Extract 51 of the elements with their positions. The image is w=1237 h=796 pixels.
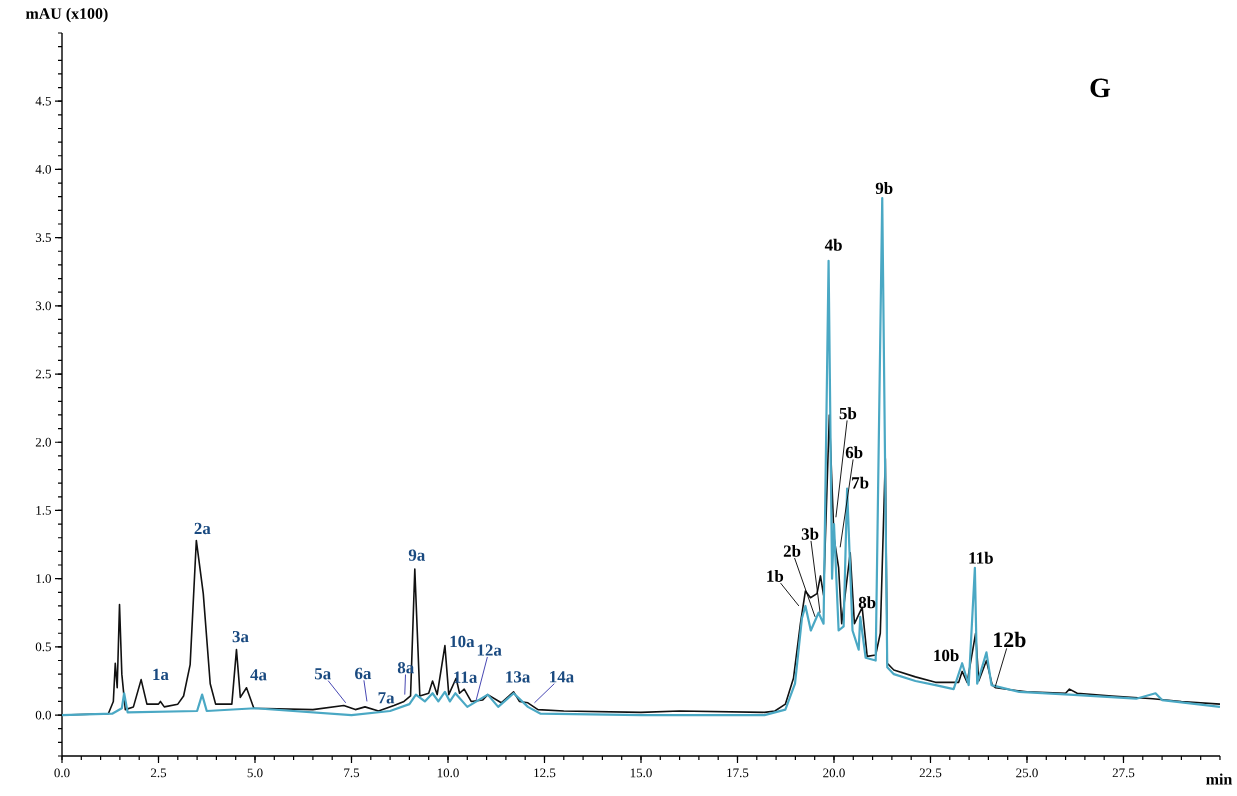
annotation: 6b bbox=[845, 446, 863, 459]
x-tick-label: 7.5 bbox=[344, 768, 360, 778]
annotation: 9b bbox=[875, 182, 893, 195]
annotation: 12a bbox=[477, 644, 502, 656]
x-tick-label: 5.0 bbox=[247, 768, 263, 778]
annotation: 9a bbox=[408, 549, 426, 561]
annotation: 4a bbox=[250, 669, 267, 681]
x-tick-label: 27.5 bbox=[1112, 768, 1135, 778]
annotation: 4b bbox=[824, 238, 842, 251]
annotation: 11b bbox=[969, 551, 993, 564]
x-tick-label: 2.5 bbox=[150, 768, 167, 778]
y-tick-label: 1.0 bbox=[36, 574, 51, 584]
annotation: 1a bbox=[153, 668, 169, 681]
annotation: 1b bbox=[767, 569, 784, 582]
x-tick-label: 12.5 bbox=[534, 768, 556, 778]
annotation: 10b bbox=[934, 649, 959, 662]
annotation: 12b bbox=[994, 631, 1026, 648]
y-tick-label: 0.0 bbox=[35, 710, 51, 720]
annotation: 5b bbox=[839, 407, 857, 420]
y-tick-label: 2.5 bbox=[35, 369, 51, 379]
x-axis-title: min bbox=[1206, 773, 1233, 785]
annotation: 6a bbox=[355, 667, 372, 680]
annotation: 10a bbox=[450, 635, 475, 648]
line-series bbox=[60, 196, 1222, 717]
x-tick-label: 25.0 bbox=[1016, 768, 1038, 778]
y-tick-label: 1.5 bbox=[36, 506, 51, 515]
x-tick-label: 20.0 bbox=[823, 768, 845, 778]
annotation: 7a bbox=[378, 692, 395, 704]
x-tick-label: 22.5 bbox=[919, 768, 942, 778]
annotation: 3a bbox=[232, 630, 249, 643]
annotation: 2b bbox=[783, 544, 801, 557]
annotation: 13a bbox=[506, 671, 531, 683]
x-tick-label: 0.0 bbox=[54, 768, 70, 778]
annotation: 7b bbox=[852, 476, 869, 489]
y-tick-label: 2.0 bbox=[35, 437, 51, 447]
annotation: 8b bbox=[858, 596, 876, 609]
x-tick-label: 17.5 bbox=[727, 768, 749, 778]
annotation: 11a bbox=[454, 671, 478, 683]
y-axis-title: mAU (x100) bbox=[25, 7, 108, 23]
y-tick-label: 0.5 bbox=[35, 642, 51, 652]
annotation: 14a bbox=[550, 671, 574, 683]
annotation: 2a bbox=[194, 522, 211, 535]
annotation: 5a bbox=[314, 668, 331, 680]
y-tick-label: 4.0 bbox=[35, 165, 51, 174]
y-tick-label: 4.5 bbox=[35, 96, 51, 106]
annotation: 3b bbox=[801, 527, 819, 540]
y-tick-label: 3.0 bbox=[35, 301, 51, 311]
y-tick-label: 3.5 bbox=[35, 233, 51, 242]
annotation: G bbox=[1090, 78, 1111, 98]
x-tick-label: 15.0 bbox=[630, 768, 652, 778]
x-tick-label: 10.0 bbox=[437, 768, 459, 778]
